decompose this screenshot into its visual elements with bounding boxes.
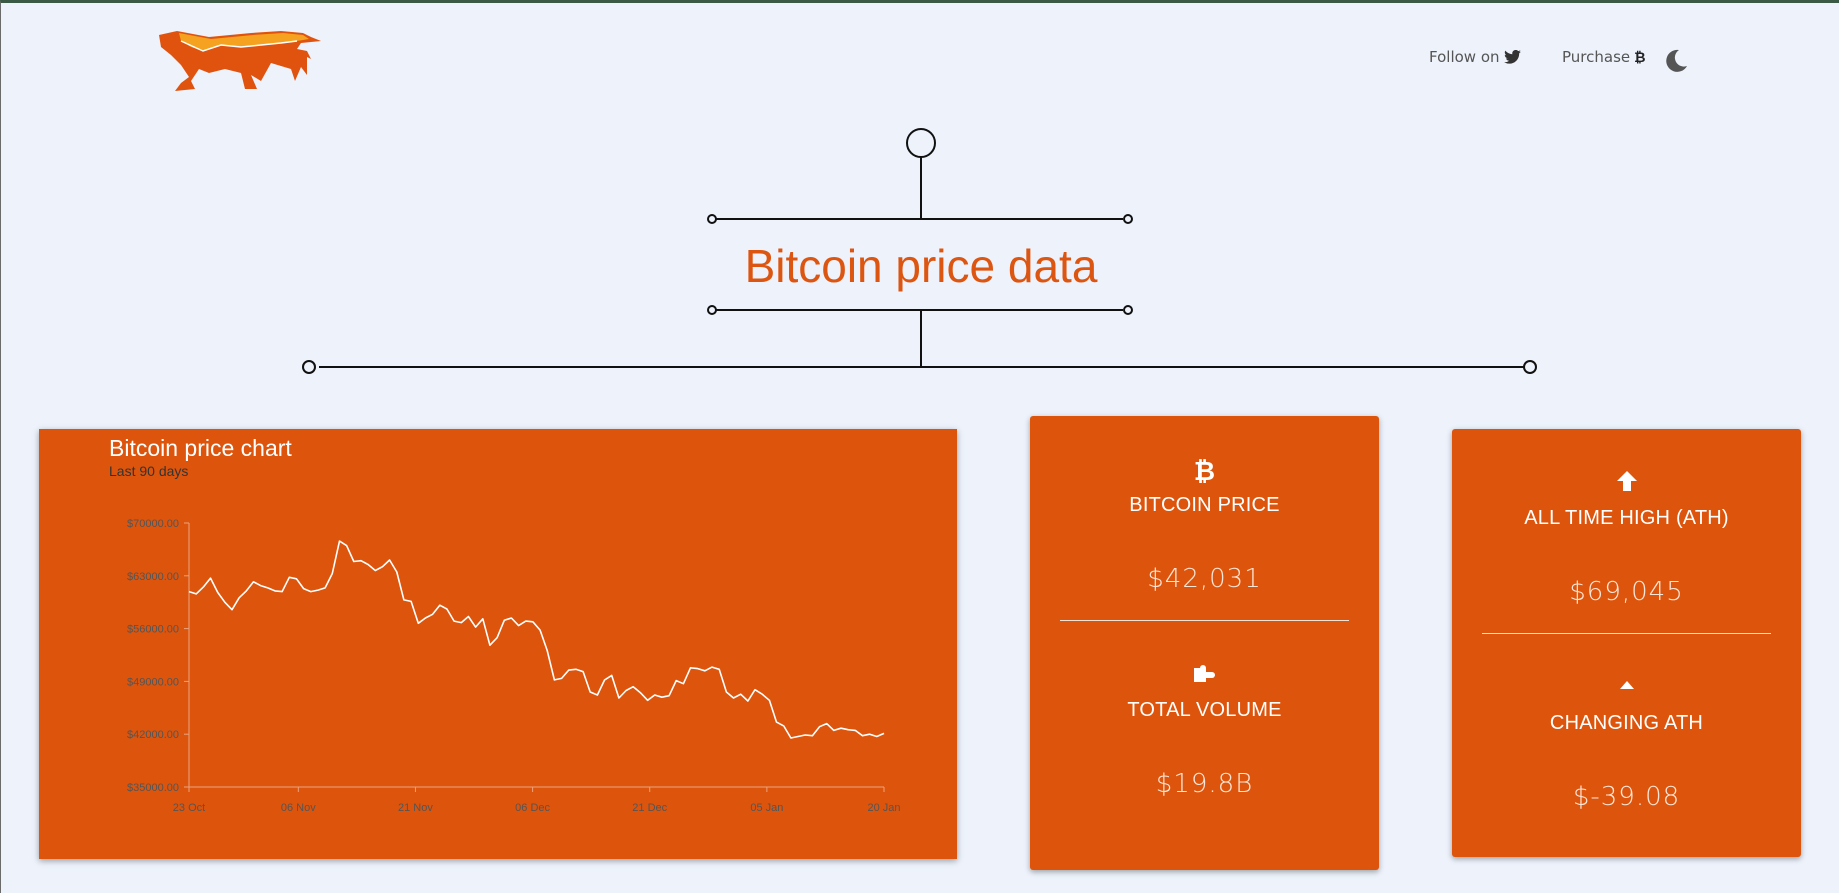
- y-tick-label: $63000.00: [127, 571, 179, 583]
- y-tick-label: $35000.00: [127, 782, 179, 794]
- caret-up-icon: [1619, 681, 1634, 689]
- bitcoin-icon: ₿: [1193, 456, 1216, 486]
- divider: [1482, 633, 1771, 634]
- bitcoin-icon: ₿: [1634, 49, 1646, 66]
- bitcoin-price-chart-card: Bitcoin price chart Last 90 days $35000.…: [39, 429, 957, 859]
- chart-subtitle: Last 90 days: [109, 463, 189, 479]
- x-tick-label: 20 Jan: [867, 802, 900, 814]
- honey-badger-logo[interactable]: [151, 29, 343, 99]
- ath-value: $69,045: [1569, 577, 1684, 607]
- x-tick-label: 06 Dec: [515, 802, 550, 814]
- y-tick-label: $56000.00: [127, 624, 179, 636]
- arrow-up-icon: [1616, 471, 1637, 491]
- moon-icon[interactable]: [1662, 47, 1690, 75]
- x-tick-label: 05 Jan: [750, 802, 783, 814]
- x-tick-label: 21 Nov: [398, 802, 433, 814]
- y-tick-label: $42000.00: [127, 729, 179, 741]
- changing-ath-value: $-39.08: [1572, 782, 1681, 812]
- puzzle-icon: [1193, 665, 1215, 682]
- ath-label: ALL TIME HIGH (ATH): [1524, 507, 1729, 529]
- all-time-high-card: ALL TIME HIGH (ATH) $69,045 CHANGING ATH…: [1452, 429, 1801, 857]
- y-tick-label: $70000.00: [127, 518, 179, 530]
- chart-title: Bitcoin price chart: [109, 435, 292, 461]
- x-tick-label: 23 Oct: [173, 802, 205, 814]
- price-series-line: [188, 540, 885, 739]
- twitter-icon: [1503, 50, 1521, 64]
- bitcoin-price-card: ₿ BITCOIN PRICE $42,031 TOTAL VOLUME $19…: [1030, 416, 1379, 870]
- divider: [1060, 620, 1349, 621]
- changing-ath-label: CHANGING ATH: [1549, 712, 1704, 734]
- total-volume-value: $19.8B: [1155, 769, 1254, 799]
- follow-label: Follow on: [1429, 48, 1500, 66]
- page-title: Bitcoin price data: [744, 240, 1098, 292]
- x-tick-label: 06 Nov: [281, 802, 316, 814]
- bitcoin-price-value: $42,031: [1147, 564, 1262, 594]
- bitcoin-price-label: BITCOIN PRICE: [1129, 494, 1280, 516]
- purchase-label: Purchase: [1562, 48, 1631, 66]
- y-tick-label: $49000.00: [127, 676, 179, 688]
- follow-on-twitter-link[interactable]: Follow on: [1429, 48, 1521, 66]
- x-tick-label: 21 Dec: [632, 802, 667, 814]
- purchase-bitcoin-link[interactable]: Purchase ₿: [1562, 48, 1646, 66]
- price-line-chart[interactable]: $35000.00 $42000.00 $49000.00 $56000.00 $630…: [39, 429, 957, 859]
- total-volume-label: TOTAL VOLUME: [1127, 699, 1282, 721]
